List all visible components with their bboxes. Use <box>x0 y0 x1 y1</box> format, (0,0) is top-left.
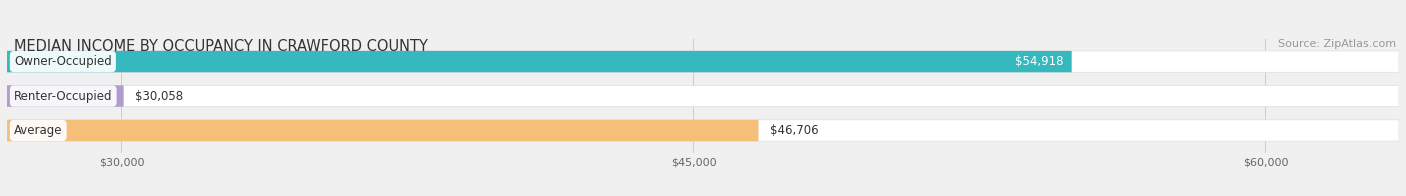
FancyBboxPatch shape <box>7 120 758 141</box>
Text: Renter-Occupied: Renter-Occupied <box>14 90 112 103</box>
Text: $46,706: $46,706 <box>769 124 818 137</box>
FancyBboxPatch shape <box>7 51 1071 72</box>
FancyBboxPatch shape <box>7 85 1399 107</box>
Text: $30,058: $30,058 <box>135 90 183 103</box>
Text: $54,918: $54,918 <box>1015 55 1063 68</box>
Text: MEDIAN INCOME BY OCCUPANCY IN CRAWFORD COUNTY: MEDIAN INCOME BY OCCUPANCY IN CRAWFORD C… <box>14 39 427 54</box>
FancyBboxPatch shape <box>7 120 1399 141</box>
FancyBboxPatch shape <box>7 51 1399 72</box>
Text: Average: Average <box>14 124 62 137</box>
Text: Source: ZipAtlas.com: Source: ZipAtlas.com <box>1278 39 1396 49</box>
FancyBboxPatch shape <box>7 85 124 107</box>
Text: Owner-Occupied: Owner-Occupied <box>14 55 111 68</box>
